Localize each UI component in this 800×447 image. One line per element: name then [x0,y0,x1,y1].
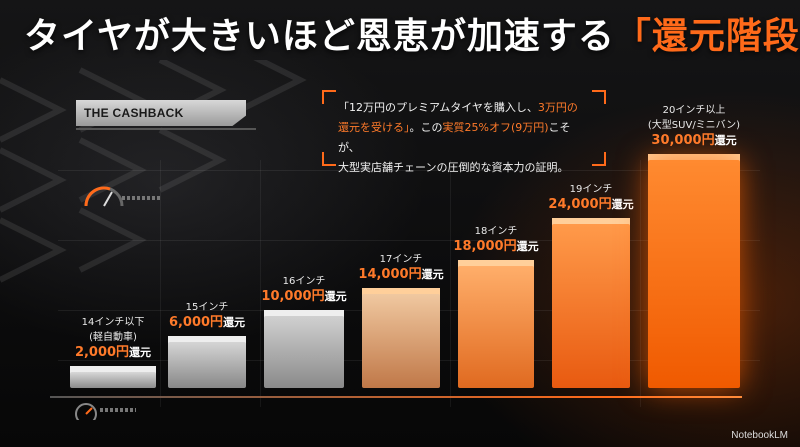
step-label: 17インチ 14,000円還元 [342,252,460,282]
step-block [648,160,740,388]
quote-corner [592,90,606,104]
grid-line [450,160,451,407]
quote-text: 大型実店舗チェーンの圧倒的な資本力の証明。 [338,161,569,174]
grid-line [640,160,641,407]
step-size: 16インチ [282,276,326,287]
step-sub: (大型SUV/ミニバン) [647,120,741,131]
gauge-icon [84,186,124,207]
amount-value: 24,000円 [548,197,612,212]
step-sub: (軽自動車) [89,332,137,343]
step-amount: 6,000円還元 [148,315,266,330]
step-amount: 30,000円還元 [628,133,760,148]
title-highlight: 「還元階段」 [614,16,800,57]
quote-text: 「12万円のプレミアムタイヤを購入し、 [338,101,538,114]
amount-suffix: 還元 [324,290,347,303]
stair-step [552,218,630,388]
step-top-face [458,260,534,268]
amount-value: 2,000円 [74,345,130,360]
amount-suffix: 還元 [129,346,152,359]
grid-line [160,160,161,407]
grid-line [58,240,760,241]
quote-text: こそが、 [338,121,571,154]
page-title: タイヤが大きいほど恩恵が加速する「還元階段」 [24,10,800,64]
quote-highlight: 実質25%オフ(9万円) [442,121,549,134]
step-amount: 10,000円還元 [244,289,364,304]
step-block [362,294,440,388]
step-top-face [552,218,630,226]
divider [76,128,256,130]
amount-suffix: 還元 [516,240,539,253]
amount-suffix: 還元 [421,268,444,281]
step-label: 18インチ 18,000円還元 [438,224,554,254]
step-top-face [264,310,344,318]
step-label: 19インチ 24,000円還元 [532,182,650,212]
step-top-face [168,336,246,344]
quote-text: 。この [409,121,443,134]
gauge-ticks [100,408,136,412]
step-top-face [648,154,740,162]
quote-corner [322,90,336,104]
step-top-face [70,366,156,374]
step-block [168,342,246,388]
quote-corner [322,152,336,166]
amount-suffix: 還元 [714,134,737,147]
quote-corner [592,152,606,166]
quote-box: 「12万円のプレミアムタイヤを購入し、3万円の 還元を受ける」。この実質25%オ… [330,94,592,174]
amount-value: 10,000円 [261,289,325,304]
grid-line [260,160,261,407]
step-size: 15インチ [185,302,229,313]
step-amount: 18,000円還元 [438,239,554,254]
step-top-face [362,288,440,296]
step-size: 14インチ以下 [81,317,145,328]
step-amount: 24,000円還元 [532,197,650,212]
title-main: タイヤが大きいほど恩恵が加速する [24,16,615,57]
step-label: 16インチ 10,000円還元 [244,274,364,304]
amount-suffix: 還元 [611,198,634,211]
step-label: 20インチ以上 (大型SUV/ミニバン) 30,000円還元 [628,103,760,148]
quote-highlight: 3万円の [537,101,578,114]
amount-value: 6,000円 [168,315,224,330]
step-block [264,316,344,388]
gauge-ticks [122,196,162,200]
stair-step [70,366,156,388]
step-size: 19インチ [569,184,613,195]
step-size: 20インチ以上 [662,105,726,116]
amount-value: 30,000円 [651,133,715,148]
stair-step [264,310,344,388]
stair-step [458,260,534,388]
section-label: THE CASHBACK STAIRCASE [76,100,246,126]
gauge-icon [75,403,97,420]
brand-label: NotebookLM [731,430,788,441]
step-amount: 14,000円還元 [342,267,460,282]
amount-suffix: 還元 [223,316,246,329]
step-block [458,266,534,388]
step-size: 18インチ [474,226,518,237]
step-amount: 2,000円還元 [50,345,176,360]
stair-step [362,288,440,388]
step-label: 14インチ以下 (軽自動車) 2,000円還元 [50,315,176,360]
step-block [70,372,156,388]
amount-value: 14,000円 [358,267,422,282]
step-size: 17インチ [379,254,423,265]
stair-step [648,154,740,388]
grid-line [58,170,760,171]
stair-step [168,336,246,388]
step-label: 15インチ 6,000円還元 [148,300,266,330]
quote-highlight: 還元を受ける」 [338,121,410,134]
step-block [552,224,630,388]
amount-value: 18,000円 [453,239,517,254]
floor-line [50,396,742,398]
